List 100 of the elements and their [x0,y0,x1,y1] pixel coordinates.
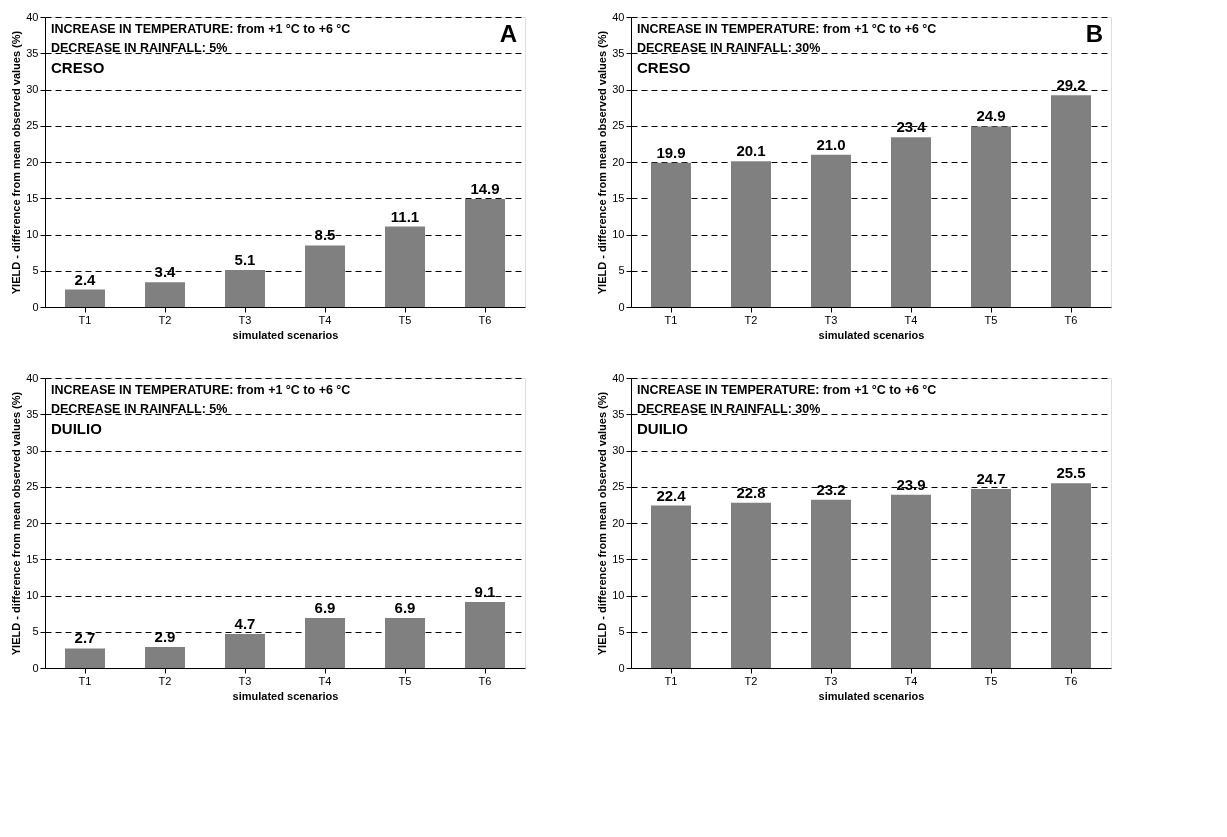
y-tick-label: 20 [26,516,39,529]
x-tick-label: T3 [238,674,252,687]
bar [305,245,345,307]
x-tick-label: T2 [158,674,172,687]
data-label: 24.9 [976,107,1006,125]
y-tick-label: 5 [32,625,39,638]
x-tick-label: T4 [904,313,918,326]
y-tick-label: 20 [612,516,625,529]
bar [811,154,851,307]
y-tick-label: 0 [32,300,39,313]
bar [305,617,345,668]
bar [465,602,505,668]
bar [731,502,771,668]
y-tick-label: 10 [26,228,39,240]
bar [65,648,105,668]
x-tick-label: T4 [318,313,332,326]
y-tick-label: 30 [612,83,625,95]
bar [651,505,691,668]
y-tick-label: 30 [26,83,39,95]
y-tick-label: 35 [26,46,39,59]
y-tick-label: 10 [26,589,39,601]
x-axis-title: simulated scenarios [818,689,925,702]
y-tick-label: 40 [26,371,39,384]
x-tick-label: T3 [824,674,838,687]
x-tick-label: T3 [824,313,838,326]
y-tick-label: 0 [32,661,39,674]
x-tick-label: T2 [158,313,172,326]
annotation: INCREASE IN TEMPERATURE: from +1 °C to +6 °C [51,383,351,397]
bar [385,226,425,307]
data-label: 19.9 [656,143,686,161]
data-label: 14.9 [470,179,500,197]
y-tick-label: 40 [26,10,39,23]
data-label: 4.7 [234,614,256,632]
x-tick-label: T6 [478,674,492,687]
data-label: 8.5 [314,226,336,244]
bar [1051,483,1091,668]
data-label: 25.5 [1056,464,1086,482]
annotation: INCREASE IN TEMPERATURE: from +1 °C to +6 °C [637,383,937,397]
y-tick-label: 5 [618,625,625,638]
x-axis-title: simulated scenarios [818,328,925,341]
annotation: DUILIO [51,420,103,437]
y-tick-label: 35 [26,407,39,420]
bar [145,282,185,307]
y-tick-label: 40 [612,10,625,23]
y-tick-label: 35 [612,46,625,59]
x-tick-label: T1 [664,313,678,326]
bar [731,161,771,307]
x-tick-label: T6 [478,313,492,326]
bar [465,198,505,307]
y-tick-label: 5 [618,264,625,277]
x-tick-label: T5 [984,313,998,326]
data-label: 24.7 [976,469,1006,487]
data-label: 29.2 [1056,76,1086,94]
x-axis-title: simulated scenarios [232,328,339,341]
data-label: 23.2 [816,480,846,498]
data-label: 20.1 [736,142,766,160]
chart-title: B [1085,20,1103,47]
x-tick-label: T4 [904,674,918,687]
bar [65,289,105,307]
annotation: DECREASE IN RAINFALL: 5% [51,41,228,55]
x-tick-label: T3 [238,313,252,326]
x-tick-label: T1 [78,674,92,687]
bar [145,646,185,668]
data-label: 3.4 [154,263,177,281]
bar [891,137,931,307]
y-tick-label: 15 [612,191,625,204]
x-tick-label: T5 [984,674,998,687]
annotation: DECREASE IN RAINFALL: 30% [637,41,821,55]
x-tick-label: T4 [318,674,332,687]
y-axis-title: YIELD - difference from mean observed values (%) [596,30,609,295]
y-tick-label: 15 [612,552,625,565]
y-tick-label: 15 [26,552,39,565]
data-label: 6.9 [314,598,336,616]
data-label: 23.4 [896,118,927,136]
annotation: CRESO [51,59,105,76]
data-label: 2.4 [74,270,97,288]
data-label: 22.4 [656,486,687,504]
y-tick-label: 25 [26,119,39,132]
bar [1051,95,1091,307]
y-tick-label: 40 [612,371,625,384]
chart-title: A [499,20,517,47]
annotation: CRESO [637,59,691,76]
y-tick-label: 25 [26,480,39,493]
x-tick-label: T2 [744,313,758,326]
data-label: 11.1 [390,207,420,225]
bar [651,162,691,307]
y-tick-label: 0 [618,300,625,313]
x-tick-label: T1 [664,674,678,687]
annotation: INCREASE IN TEMPERATURE: from +1 °C to +6 °C [637,22,937,36]
bar [891,494,931,668]
x-tick-label: T2 [744,674,758,687]
x-tick-label: T6 [1064,674,1078,687]
bar [225,270,265,307]
bar [225,633,265,668]
y-tick-label: 25 [612,480,625,493]
y-tick-label: 35 [612,407,625,420]
y-axis-title: YIELD - difference from mean observed values (%) [596,391,609,656]
bar [971,488,1011,668]
x-tick-label: T5 [398,313,412,326]
data-label: 21.0 [816,135,846,153]
